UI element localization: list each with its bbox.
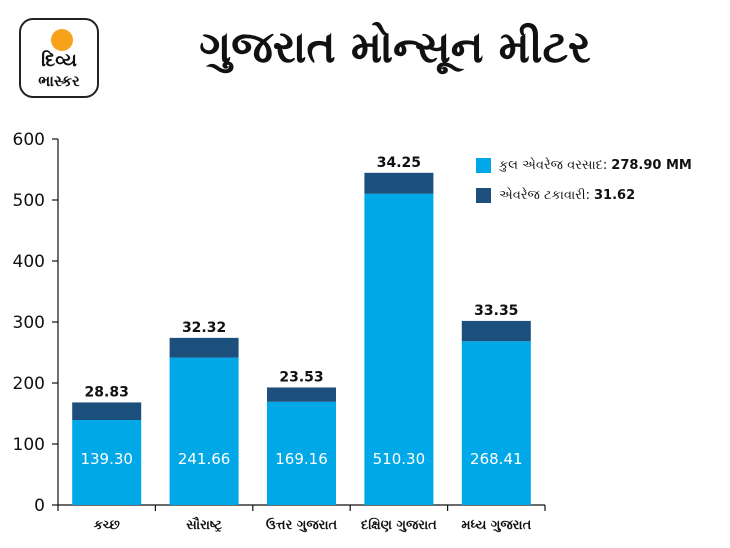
legend: કુલ એવરેજ વરસાદ: 278.90 MM એવરેજ ટકાવારી… bbox=[476, 150, 692, 210]
logo-line-1: દિવ્ય bbox=[41, 50, 77, 71]
bar-value-label: 241.66 bbox=[178, 450, 231, 468]
y-tick-label: 200 bbox=[13, 374, 45, 394]
bar-percentage bbox=[267, 387, 336, 402]
y-tick-label: 600 bbox=[13, 130, 45, 150]
bar-rainfall bbox=[72, 420, 142, 505]
bar-value-label: 510.30 bbox=[373, 450, 426, 468]
bar-value-label: 169.16 bbox=[275, 450, 328, 468]
bar-top-label: 32.32 bbox=[182, 320, 226, 336]
legend-value-rainfall: 278.90 MM bbox=[611, 157, 692, 173]
legend-swatch-percentage bbox=[476, 187, 491, 203]
x-tick-label: સૌરાષ્ટ્ર bbox=[186, 516, 222, 533]
bar-top-label: 23.53 bbox=[279, 369, 323, 385]
logo-line-2: ભાસ્કર bbox=[38, 72, 80, 90]
bar-rainfall bbox=[267, 401, 336, 505]
legend-value-percentage: 31.62 bbox=[594, 187, 636, 203]
y-tick-label: 500 bbox=[13, 191, 45, 211]
y-tick-label: 300 bbox=[13, 313, 45, 333]
y-tick-label: 400 bbox=[13, 252, 45, 272]
x-tick-label: ઉત્તર ગુજરાત bbox=[266, 516, 338, 533]
legend-item-percentage: એવરેજ ટકાવારી: 31.62 bbox=[476, 180, 692, 210]
legend-item-rainfall: કુલ એવરેજ વરસાદ: 278.90 MM bbox=[476, 150, 692, 180]
y-tick-label: 100 bbox=[13, 435, 45, 455]
bar-percentage bbox=[364, 172, 434, 194]
x-tick-label: મધ્ય ગુજરાત bbox=[461, 518, 531, 533]
bar-top-label: 28.83 bbox=[85, 384, 129, 400]
legend-label-rainfall: કુલ એવરેજ વરસાદ: bbox=[499, 157, 608, 173]
bar-value-label: 139.30 bbox=[80, 450, 133, 468]
bar-percentage bbox=[169, 337, 239, 358]
bar-rainfall bbox=[169, 357, 239, 505]
bar-percentage bbox=[72, 402, 142, 421]
bar-rainfall bbox=[364, 193, 434, 506]
legend-swatch-rainfall bbox=[476, 157, 491, 173]
x-tick-label: દક્ષિણ ગુજરાત bbox=[361, 516, 437, 533]
sun-icon bbox=[51, 29, 73, 51]
x-tick-label: કચ્છ bbox=[94, 518, 120, 533]
bar-top-label: 33.35 bbox=[474, 303, 518, 319]
bar-top-label: 34.25 bbox=[377, 155, 421, 171]
chart-title: ગુજરાત મોન્સૂન મીટર bbox=[199, 22, 591, 73]
brand-logo: દિવ્ય ભાસ્કર bbox=[19, 18, 99, 98]
bar-percentage bbox=[461, 320, 531, 342]
bar-rainfall bbox=[461, 341, 531, 505]
bar-value-label: 268.41 bbox=[470, 450, 523, 468]
y-tick-label: 0 bbox=[34, 496, 45, 516]
legend-label-percentage: એવરેજ ટકાવારી: bbox=[499, 187, 590, 203]
